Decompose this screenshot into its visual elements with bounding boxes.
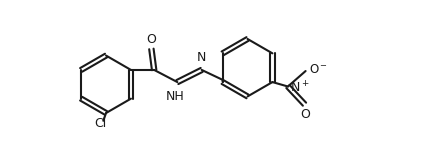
- Text: O$^-$: O$^-$: [309, 63, 328, 76]
- Text: NH: NH: [166, 90, 184, 103]
- Text: N: N: [197, 51, 206, 64]
- Text: O: O: [301, 107, 311, 121]
- Text: Cl: Cl: [95, 117, 107, 130]
- Text: O: O: [146, 33, 156, 46]
- Text: N$^+$: N$^+$: [290, 80, 310, 95]
